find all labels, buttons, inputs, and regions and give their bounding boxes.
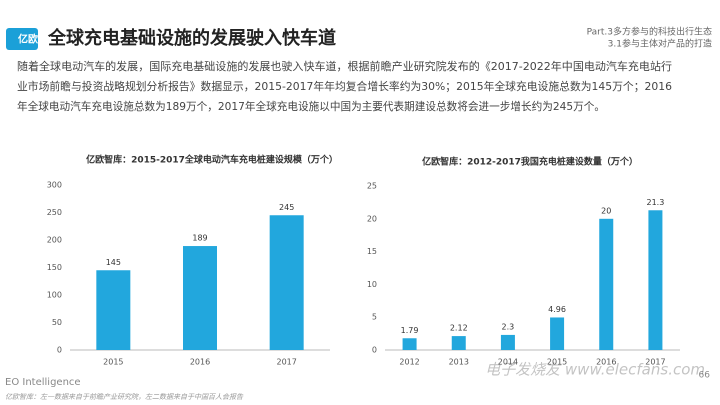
x-tick-label: 2017 bbox=[276, 358, 296, 367]
data-label: 4.96 bbox=[548, 305, 566, 314]
bar bbox=[648, 210, 663, 350]
data-label: 2.3 bbox=[502, 322, 515, 331]
bar bbox=[402, 338, 417, 350]
y-tick-label: 50 bbox=[52, 318, 62, 327]
footer-brand: EO Intelligence bbox=[5, 377, 81, 388]
data-label: 2.12 bbox=[450, 324, 468, 333]
bar bbox=[269, 215, 304, 350]
data-label: 20 bbox=[601, 206, 611, 215]
y-tick-label: 20 bbox=[367, 214, 377, 223]
y-tick-label: 25 bbox=[367, 182, 377, 191]
x-tick-label: 2016 bbox=[190, 358, 210, 367]
x-tick-label: 2012 bbox=[399, 358, 419, 367]
x-tick-label: 2015 bbox=[103, 358, 123, 367]
x-tick-label: 2016 bbox=[596, 358, 616, 367]
bar bbox=[550, 317, 565, 350]
y-tick-label: 0 bbox=[372, 346, 377, 355]
y-tick-label: 15 bbox=[367, 247, 377, 256]
y-tick-label: 100 bbox=[47, 291, 62, 300]
x-tick-label: 2015 bbox=[547, 358, 567, 367]
x-tick-label: 2017 bbox=[645, 358, 665, 367]
bar bbox=[96, 270, 131, 350]
y-tick-label: 0 bbox=[57, 346, 62, 355]
data-label: 21.3 bbox=[647, 198, 665, 207]
y-tick-label: 5 bbox=[372, 313, 377, 322]
subsection-label: 3.1参与主体对产品的打造 bbox=[608, 38, 712, 50]
page-title: 全球充电基础设施的发展驶入快车道 bbox=[47, 27, 336, 49]
paragraph-line: 年全球电动汽车充电设施总数为189万个，2017年全球充电设施以中国为主要代表期… bbox=[17, 99, 605, 113]
bar bbox=[599, 218, 614, 350]
page-number: 66 bbox=[699, 371, 711, 381]
y-tick-label: 300 bbox=[47, 181, 62, 190]
logo-text: 亿欧 bbox=[18, 33, 38, 46]
bar bbox=[183, 246, 217, 350]
x-tick-label: 2014 bbox=[498, 358, 518, 367]
y-tick-label: 250 bbox=[47, 208, 62, 217]
y-tick-label: 200 bbox=[47, 236, 62, 245]
chart-title: 亿欧智库：2015-2017全球电动汽车充电桩建设规模（万个） bbox=[86, 154, 338, 166]
chart-title: 亿欧智库：2012-2017我国充电桩建设数量（万个） bbox=[422, 156, 638, 168]
footer-source: 亿欧智库：左一数据来自于前瞻产业研究院，左二数据来自于中国百人会报告 bbox=[5, 393, 244, 401]
data-label: 145 bbox=[106, 258, 121, 267]
data-label: 245 bbox=[279, 203, 294, 212]
section-label: Part.3多方参与的科技出行生态 bbox=[587, 26, 712, 38]
paragraph-line: 随着全球电动汽车的发展，国际充电基础设施的发展也驶入快车道，根据前瞻产业研究院发… bbox=[17, 59, 672, 73]
bar bbox=[500, 334, 515, 350]
paragraph-line: 业市场前瞻与投资战略规划分析报告》数据显示，2015-2017年年均复合增长率约… bbox=[17, 79, 672, 93]
watermark: 电子发烧友 www.elecfans.com bbox=[485, 361, 705, 379]
data-label: 189 bbox=[192, 234, 207, 243]
y-tick-label: 10 bbox=[367, 280, 377, 289]
data-label: 1.79 bbox=[401, 326, 419, 335]
y-tick-label: 150 bbox=[47, 263, 62, 272]
x-tick-label: 2013 bbox=[449, 358, 469, 367]
bar bbox=[451, 336, 466, 350]
logo-box bbox=[6, 28, 38, 50]
